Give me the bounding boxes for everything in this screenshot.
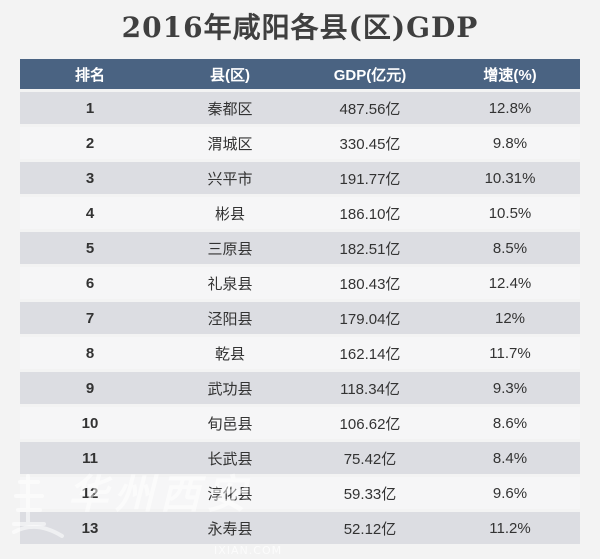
growth-cell: 10.5% <box>440 197 580 229</box>
table-row: 6 礼泉县 180.43亿 12.4% <box>20 267 580 299</box>
table-row: 12 淳化县 59.33亿 9.6% <box>20 477 580 509</box>
gdp-cell: 487.56亿 <box>300 92 440 124</box>
table-row: 3 兴平市 191.77亿 10.31% <box>20 162 580 194</box>
rank-cell: 11 <box>20 442 160 474</box>
table-row: 2 渭城区 330.45亿 9.8% <box>20 127 580 159</box>
county-cell: 兴平市 <box>160 162 300 194</box>
growth-cell: 12.4% <box>440 267 580 299</box>
county-cell: 长武县 <box>160 442 300 474</box>
rank-cell: 12 <box>20 477 160 509</box>
gdp-cell: 75.42亿 <box>300 442 440 474</box>
growth-cell: 8.6% <box>440 407 580 439</box>
county-cell: 淳化县 <box>160 477 300 509</box>
gdp-cell: 191.77亿 <box>300 162 440 194</box>
table-row: 11 长武县 75.42亿 8.4% <box>20 442 580 474</box>
county-cell: 秦都区 <box>160 92 300 124</box>
growth-cell: 11.7% <box>440 337 580 369</box>
table-row: 5 三原县 182.51亿 8.5% <box>20 232 580 264</box>
rank-cell: 2 <box>20 127 160 159</box>
table-body: 1 秦都区 487.56亿 12.8% 2 渭城区 330.45亿 9.8% 3 兴平市 191.7… <box>20 92 580 544</box>
county-cell: 乾县 <box>160 337 300 369</box>
gdp-cell: 59.33亿 <box>300 477 440 509</box>
table-row: 13 永寿县 52.12亿 11.2% <box>20 512 580 544</box>
gdp-cell: 330.45亿 <box>300 127 440 159</box>
header-county: 县(区) <box>160 59 300 89</box>
table-row: 7 泾阳县 179.04亿 12% <box>20 302 580 334</box>
table-row: 4 彬县 186.10亿 10.5% <box>20 197 580 229</box>
gdp-cell: 182.51亿 <box>300 232 440 264</box>
gdp-cell: 186.10亿 <box>300 197 440 229</box>
county-cell: 礼泉县 <box>160 267 300 299</box>
county-cell: 彬县 <box>160 197 300 229</box>
header-rank: 排名 <box>20 59 160 89</box>
county-cell: 泾阳县 <box>160 302 300 334</box>
gdp-cell: 118.34亿 <box>300 372 440 404</box>
growth-cell: 8.5% <box>440 232 580 264</box>
county-cell: 旬邑县 <box>160 407 300 439</box>
county-cell: 渭城区 <box>160 127 300 159</box>
growth-cell: 9.8% <box>440 127 580 159</box>
rank-cell: 13 <box>20 512 160 544</box>
gdp-table: 排名 县(区) GDP(亿元) 增速(%) 1 秦都区 487.56亿 12.8% 2 渭… <box>20 56 580 547</box>
rank-cell: 7 <box>20 302 160 334</box>
gdp-cell: 179.04亿 <box>300 302 440 334</box>
rank-cell: 8 <box>20 337 160 369</box>
growth-cell: 9.6% <box>440 477 580 509</box>
gdp-cell: 52.12亿 <box>300 512 440 544</box>
gdp-cell: 180.43亿 <box>300 267 440 299</box>
growth-cell: 11.2% <box>440 512 580 544</box>
county-cell: 三原县 <box>160 232 300 264</box>
growth-cell: 12.8% <box>440 92 580 124</box>
growth-cell: 9.3% <box>440 372 580 404</box>
rank-cell: 3 <box>20 162 160 194</box>
growth-cell: 10.31% <box>440 162 580 194</box>
growth-cell: 12% <box>440 302 580 334</box>
rank-cell: 5 <box>20 232 160 264</box>
gdp-cell: 106.62亿 <box>300 407 440 439</box>
header-gdp: GDP(亿元) <box>300 59 440 89</box>
gdp-cell: 162.14亿 <box>300 337 440 369</box>
rank-cell: 6 <box>20 267 160 299</box>
table-row: 1 秦都区 487.56亿 12.8% <box>20 92 580 124</box>
county-cell: 武功县 <box>160 372 300 404</box>
table-row: 8 乾县 162.14亿 11.7% <box>20 337 580 369</box>
county-cell: 永寿县 <box>160 512 300 544</box>
rank-cell: 9 <box>20 372 160 404</box>
growth-cell: 8.4% <box>440 442 580 474</box>
rank-cell: 10 <box>20 407 160 439</box>
header-growth: 增速(%) <box>440 59 580 89</box>
table-header-row: 排名 县(区) GDP(亿元) 增速(%) <box>20 59 580 89</box>
rank-cell: 4 <box>20 197 160 229</box>
rank-cell: 1 <box>20 92 160 124</box>
table-row: 10 旬邑县 106.62亿 8.6% <box>20 407 580 439</box>
table-row: 9 武功县 118.34亿 9.3% <box>20 372 580 404</box>
page-title: 2016年咸阳各县(区)GDP <box>121 11 479 44</box>
